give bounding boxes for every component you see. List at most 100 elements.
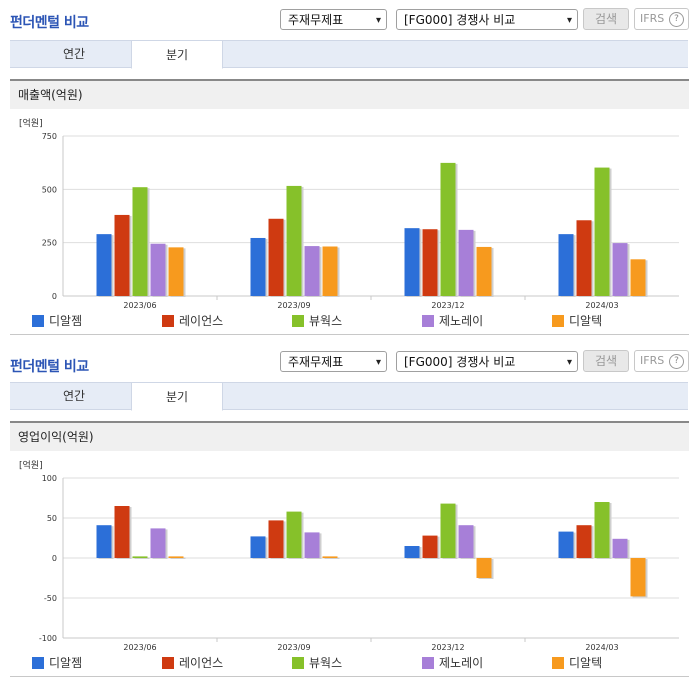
tab-annual[interactable]: 연간	[62, 389, 86, 403]
legend-label: 제노레이	[439, 314, 484, 328]
divider	[10, 334, 689, 335]
bar	[304, 532, 320, 558]
section-title: 매출액(억원)	[10, 79, 689, 109]
legend-item[interactable]: 레이언스	[162, 312, 223, 330]
bar	[286, 511, 302, 558]
bar	[422, 535, 438, 558]
group-select[interactable]: [FG000] 경쟁사 비교 ▾	[396, 9, 578, 30]
x-tick-label: 2023/06	[123, 301, 156, 310]
statement-select-value: 주재무제표	[288, 355, 344, 369]
y-tick-label: 0	[52, 292, 57, 301]
chevron-down-icon: ▾	[566, 15, 572, 26]
legend-label: 뷰웍스	[309, 656, 343, 670]
tab-quarterly[interactable]: 분기	[131, 382, 223, 411]
panel-revenue: 펀더멘털 비교 주재무제표 ▾ [FG000] 경쟁사 비교 ▾ 검색 IFRS? …	[10, 8, 689, 335]
chart-legend: 디알젬 레이언스 뷰웍스 제노레이 디알텍	[10, 312, 689, 330]
bar	[440, 503, 456, 558]
period-tabs: 연간 분기	[10, 382, 688, 411]
bar	[286, 185, 302, 296]
bar	[404, 546, 420, 558]
legend-swatch	[422, 314, 434, 327]
y-tick-label: 0	[52, 554, 57, 563]
bar	[630, 558, 646, 597]
group-select[interactable]: [FG000] 경쟁사 비교 ▾	[396, 351, 578, 372]
legend-item[interactable]: 뷰웍스	[292, 312, 342, 330]
legend-item[interactable]: 디알젬	[32, 312, 82, 330]
panel-title: 펀더멘털 비교	[10, 15, 89, 31]
bar	[612, 243, 628, 296]
bar	[476, 246, 492, 296]
bar	[132, 556, 148, 558]
legend-item[interactable]: 뷰웍스	[292, 654, 342, 672]
bar	[440, 162, 456, 296]
panel-title: 펀더멘털 비교	[10, 359, 89, 375]
legend-swatch	[552, 656, 564, 669]
tab-quarterly[interactable]: 분기	[131, 40, 223, 69]
bar	[458, 525, 474, 558]
ifrs-label: IFRS	[640, 12, 665, 25]
tab-annual[interactable]: 연간	[62, 47, 86, 61]
chevron-down-icon: ▾	[375, 15, 381, 26]
legend-swatch	[292, 656, 304, 669]
bar	[250, 536, 266, 558]
help-icon: ?	[669, 354, 684, 369]
bar-shadow	[134, 557, 150, 559]
legend-item[interactable]: 디알텍	[552, 312, 602, 330]
bar	[322, 246, 338, 296]
legend-swatch	[162, 314, 174, 327]
ifrs-button[interactable]: IFRS?	[634, 350, 689, 372]
bar	[114, 214, 130, 296]
bar	[458, 229, 474, 296]
bar-shadow	[324, 557, 340, 559]
y-tick-label: 50	[47, 514, 57, 523]
legend-label: 디알젬	[49, 656, 83, 670]
y-tick-label: 500	[42, 185, 57, 194]
ifrs-label: IFRS	[640, 354, 665, 367]
bar	[558, 531, 574, 558]
bar	[630, 259, 646, 296]
legend-label: 뷰웍스	[309, 314, 343, 328]
bar	[594, 167, 610, 296]
x-tick-label: 2023/06	[123, 643, 156, 652]
help-icon: ?	[669, 12, 684, 27]
bar	[476, 558, 492, 578]
x-tick-label: 2024/03	[585, 301, 618, 310]
legend-item[interactable]: 제노레이	[422, 312, 483, 330]
legend-label: 디알텍	[569, 656, 603, 670]
legend-label: 디알텍	[569, 314, 603, 328]
legend-item[interactable]: 디알텍	[552, 654, 602, 672]
x-tick-label: 2023/12	[431, 643, 464, 652]
bar	[422, 229, 438, 296]
bar	[404, 228, 420, 296]
statement-select[interactable]: 주재무제표 ▾	[280, 351, 387, 372]
legend-item[interactable]: 제노레이	[422, 654, 483, 672]
x-tick-label: 2023/09	[277, 301, 310, 310]
bar-shadow	[170, 557, 186, 559]
bar	[612, 538, 628, 558]
statement-select[interactable]: 주재무제표 ▾	[280, 9, 387, 30]
search-button[interactable]: 검색	[583, 8, 629, 30]
bar	[304, 246, 320, 296]
unit-label: [억원]	[19, 459, 43, 471]
legend-item[interactable]: 디알젬	[32, 654, 82, 672]
bar	[168, 247, 184, 296]
bar	[96, 525, 112, 558]
ifrs-button[interactable]: IFRS?	[634, 8, 689, 30]
operating-profit-chart: [억원] -100 -50 0 50 100 2023/06 2023/09 2023/12 20…	[19, 459, 679, 652]
legend-swatch	[552, 314, 564, 327]
group-select-value: [FG000] 경쟁사 비교	[404, 355, 516, 369]
section-title: 영업이익(억원)	[10, 421, 689, 451]
period-tabs: 연간 분기	[10, 40, 688, 69]
revenue-chart: [억원] 0 250 500 750 2023/06 2023/09 2023/12 2024/…	[19, 117, 679, 310]
bar	[168, 556, 184, 558]
bar	[576, 220, 592, 296]
bar	[96, 234, 112, 296]
legend-item[interactable]: 레이언스	[162, 654, 223, 672]
divider	[10, 676, 689, 677]
search-button[interactable]: 검색	[583, 350, 629, 372]
legend-swatch	[32, 656, 44, 669]
bar	[576, 525, 592, 558]
legend-swatch	[162, 656, 174, 669]
bar	[250, 237, 266, 296]
bar	[322, 556, 338, 558]
